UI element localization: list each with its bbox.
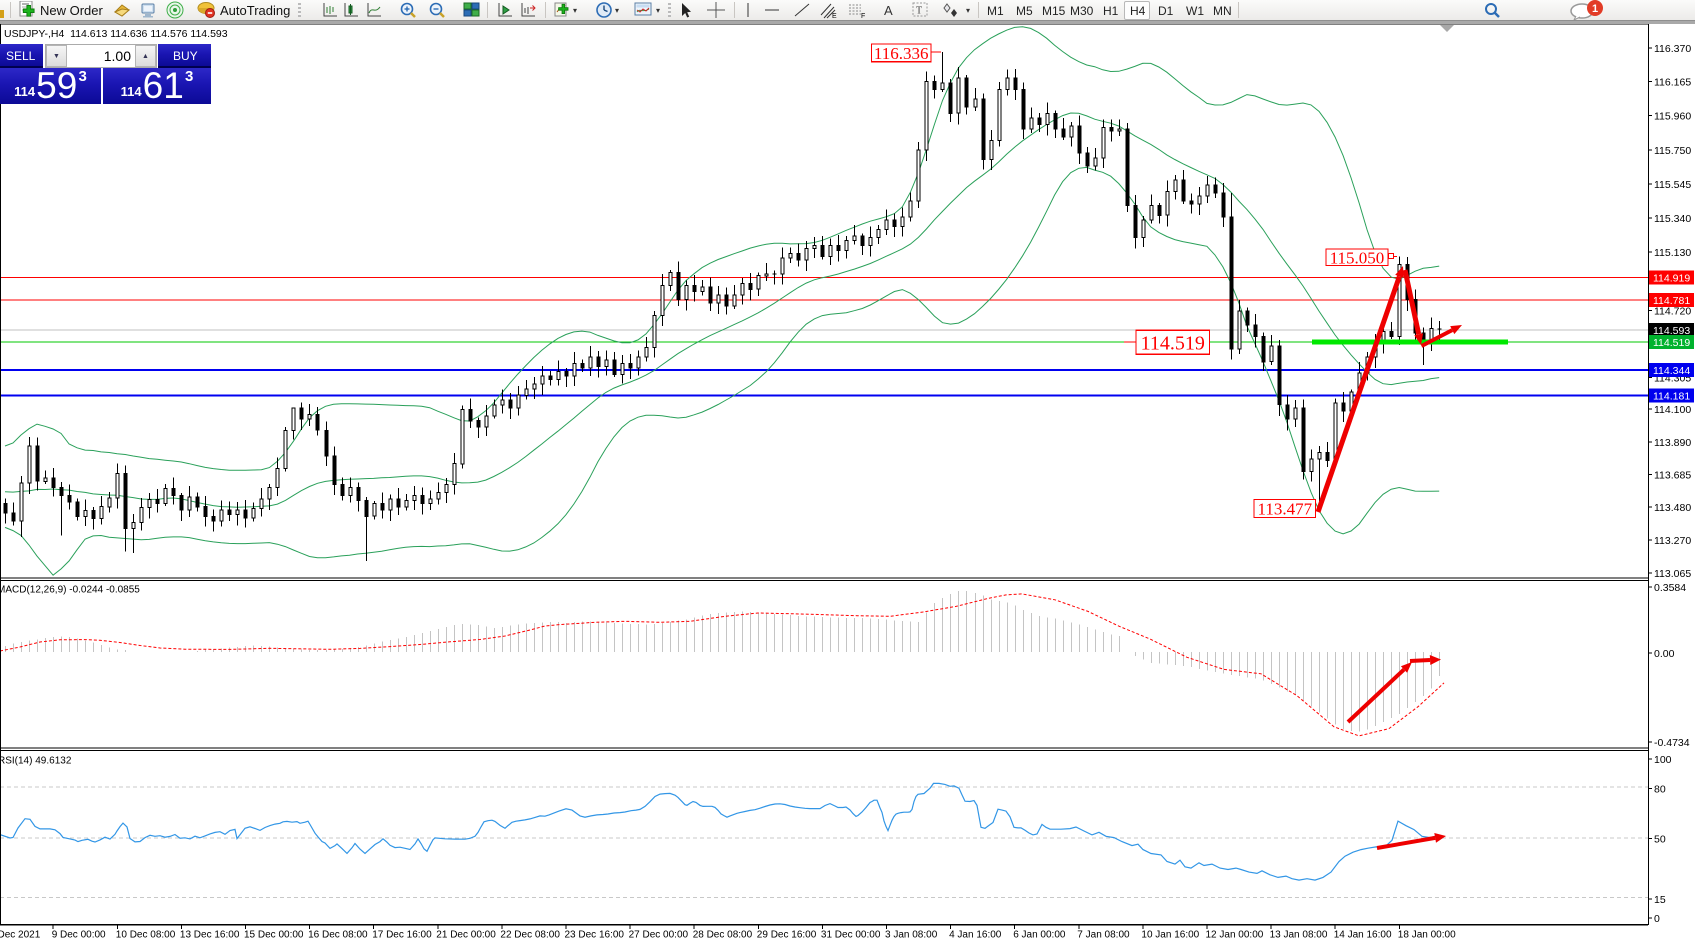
svg-text:114.100: 114.100: [1654, 404, 1691, 416]
svg-text:114.181: 114.181: [1653, 391, 1690, 403]
svg-text:115.050: 115.050: [1330, 248, 1385, 267]
svg-text:4 Jan 16:00: 4 Jan 16:00: [949, 930, 1002, 941]
svg-text:114.344: 114.344: [1653, 365, 1690, 377]
svg-text:14 Jan 16:00: 14 Jan 16:00: [1334, 930, 1392, 941]
svg-text:115.545: 115.545: [1654, 179, 1691, 191]
svg-text:29 Dec 16:00: 29 Dec 16:00: [757, 930, 817, 941]
svg-text:114.593: 114.593: [1653, 325, 1690, 337]
svg-text:9 Dec 00:00: 9 Dec 00:00: [52, 930, 106, 941]
svg-text:114.720: 114.720: [1654, 305, 1691, 317]
svg-text:0.00: 0.00: [1654, 648, 1675, 660]
svg-text:E: E: [832, 13, 837, 20]
svg-text:18 Jan 00:00: 18 Jan 00:00: [1398, 930, 1456, 941]
svg-text:13 Jan 08:00: 13 Jan 08:00: [1270, 930, 1328, 941]
svg-text:116.336: 116.336: [874, 44, 929, 63]
svg-text:116.370: 116.370: [1654, 43, 1691, 55]
svg-text:T: T: [916, 6, 922, 17]
svg-text:15 Dec 00:00: 15 Dec 00:00: [244, 930, 304, 941]
svg-text:115.750: 115.750: [1654, 145, 1691, 157]
svg-text:13 Dec 16:00: 13 Dec 16:00: [180, 930, 240, 941]
svg-text:113.065: 113.065: [1654, 568, 1691, 580]
svg-text:1: 1: [1592, 3, 1598, 15]
svg-text:27 Dec 00:00: 27 Dec 00:00: [629, 930, 689, 941]
svg-text:114.781: 114.781: [1653, 295, 1690, 307]
svg-text:-0.4734: -0.4734: [1654, 737, 1690, 749]
svg-text:113.890: 113.890: [1654, 437, 1691, 449]
svg-text:6 Jan 00:00: 6 Jan 00:00: [1013, 930, 1066, 941]
svg-text:113.270: 113.270: [1654, 535, 1691, 547]
svg-text:22 Dec 08:00: 22 Dec 08:00: [500, 930, 560, 941]
svg-text:31 Dec 00:00: 31 Dec 00:00: [821, 930, 881, 941]
svg-text:23 Dec 16:00: 23 Dec 16:00: [565, 930, 625, 941]
svg-text:115.340: 115.340: [1654, 213, 1691, 225]
svg-text:0.3584: 0.3584: [1654, 582, 1686, 594]
svg-text:0: 0: [1654, 913, 1660, 925]
svg-text:7 Jan 08:00: 7 Jan 08:00: [1077, 930, 1130, 941]
svg-text:Dec 2021: Dec 2021: [0, 930, 41, 941]
svg-text:RSI(14) 49.6132: RSI(14) 49.6132: [0, 756, 72, 767]
svg-text:10 Jan 16:00: 10 Jan 16:00: [1141, 930, 1199, 941]
svg-text:115.960: 115.960: [1654, 110, 1691, 122]
svg-text:15: 15: [1654, 894, 1666, 906]
svg-text:114.919: 114.919: [1653, 273, 1690, 285]
svg-text:113.480: 113.480: [1654, 502, 1691, 514]
svg-text:114.519: 114.519: [1141, 332, 1205, 354]
svg-text:12 Jan 00:00: 12 Jan 00:00: [1206, 930, 1264, 941]
svg-text:16 Dec 08:00: 16 Dec 08:00: [308, 930, 368, 941]
svg-text:F: F: [861, 13, 865, 20]
svg-text:MACD(12,26,9) -0.0244 -0.0855: MACD(12,26,9) -0.0244 -0.0855: [0, 585, 140, 596]
svg-text:3 Jan 08:00: 3 Jan 08:00: [885, 930, 938, 941]
svg-text:100: 100: [1654, 754, 1672, 766]
svg-text:17 Dec 16:00: 17 Dec 16:00: [372, 930, 432, 941]
svg-text:28 Dec 08:00: 28 Dec 08:00: [693, 930, 753, 941]
svg-text:113.685: 113.685: [1654, 470, 1691, 482]
svg-text:116.165: 116.165: [1654, 77, 1691, 89]
svg-text:114.519: 114.519: [1653, 337, 1690, 349]
svg-text:115.130: 115.130: [1654, 247, 1691, 259]
svg-text:80: 80: [1654, 783, 1666, 795]
svg-text:113.477: 113.477: [1257, 500, 1312, 519]
svg-text:10 Dec 08:00: 10 Dec 08:00: [116, 930, 176, 941]
svg-text:21 Dec 00:00: 21 Dec 00:00: [436, 930, 496, 941]
svg-text:50: 50: [1654, 834, 1666, 846]
